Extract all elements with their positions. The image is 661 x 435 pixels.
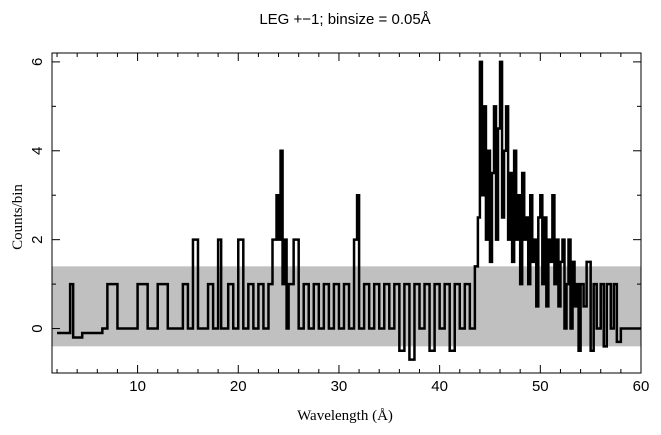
x-tick-label: 30 bbox=[331, 378, 348, 395]
chart-title: LEG +−1; binsize = 0.05Å bbox=[259, 11, 430, 28]
series-layer bbox=[57, 60, 641, 361]
plot-frame bbox=[51, 52, 642, 374]
y-tick-label: 2 bbox=[29, 235, 46, 243]
x-tick-label: 10 bbox=[129, 378, 146, 395]
y-tick-label: 0 bbox=[29, 324, 46, 332]
error-band-area bbox=[52, 266, 641, 347]
x-tick-label: 50 bbox=[532, 378, 549, 395]
series-line-0 bbox=[57, 60, 641, 361]
y-axis-ticks: 0 2 4 6 bbox=[29, 58, 641, 374]
x-tick-label: 40 bbox=[431, 378, 448, 395]
error-band bbox=[52, 266, 641, 347]
x-tick-label: 60 bbox=[633, 378, 650, 395]
x-axis-ticks: 10 20 30 40 50 60 bbox=[56, 53, 650, 395]
x-tick-label: 20 bbox=[230, 378, 247, 395]
y-tick-label: 6 bbox=[29, 58, 46, 66]
x-axis-label: Wavelength (Å) bbox=[297, 408, 393, 424]
y-tick-label: 4 bbox=[29, 147, 46, 155]
y-axis-label: Counts/bin bbox=[10, 184, 26, 250]
